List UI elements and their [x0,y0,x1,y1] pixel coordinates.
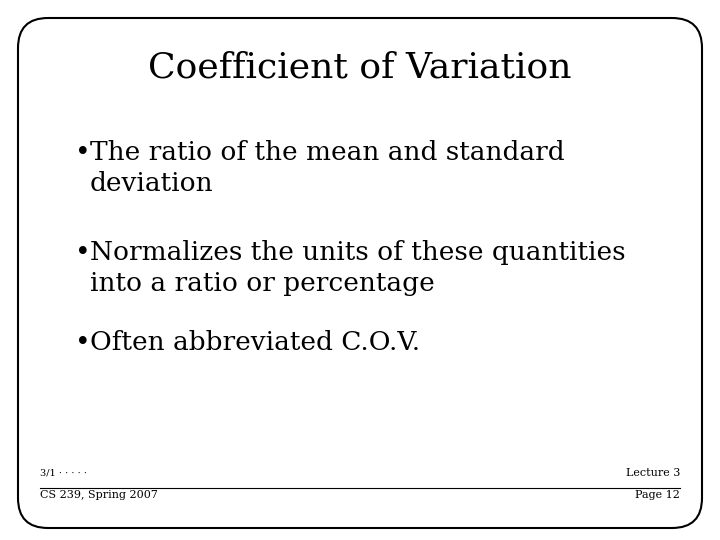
Text: Often abbreviated C.O.V.: Often abbreviated C.O.V. [90,330,420,355]
Text: 3/1 · · · · ·: 3/1 · · · · · [40,469,87,478]
Text: Coefficient of Variation: Coefficient of Variation [148,50,572,84]
Text: •: • [75,330,91,355]
Text: Normalizes the units of these quantities
into a ratio or percentage: Normalizes the units of these quantities… [90,240,626,296]
Text: •: • [75,140,91,165]
Text: Page 12: Page 12 [635,490,680,500]
Text: CS 239, Spring 2007: CS 239, Spring 2007 [40,490,158,500]
Text: The ratio of the mean and standard
deviation: The ratio of the mean and standard devia… [90,140,564,196]
Text: Lecture 3: Lecture 3 [626,468,680,478]
FancyBboxPatch shape [18,18,702,528]
Text: •: • [75,240,91,265]
